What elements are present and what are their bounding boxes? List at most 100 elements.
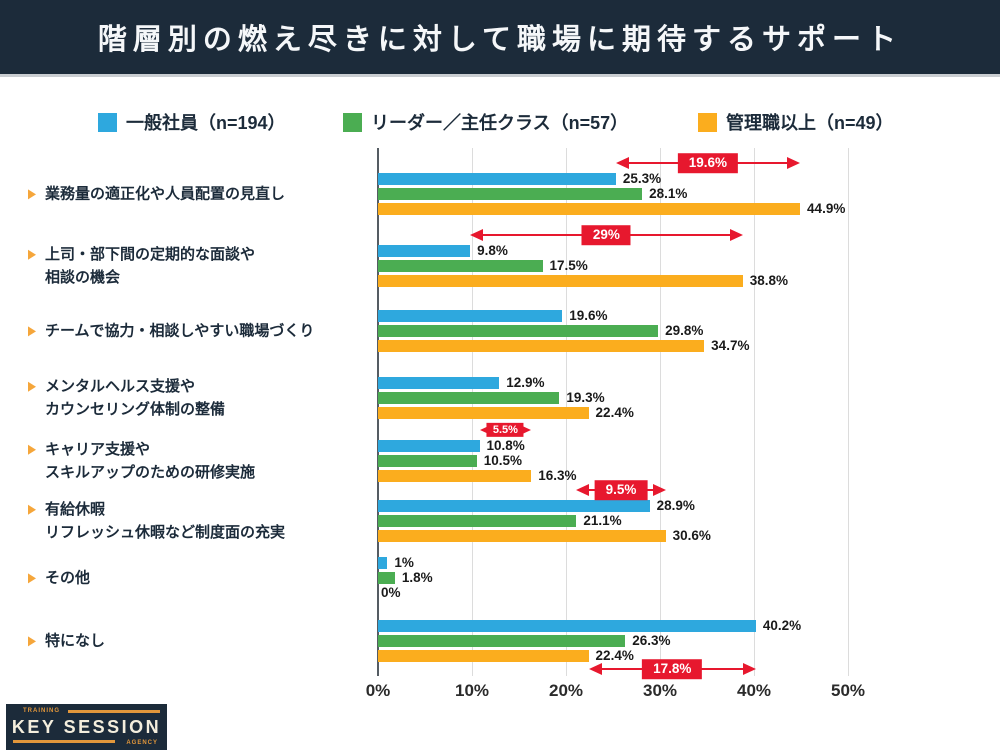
category-label-text: 業務量の適正化や人員配置の見直し	[45, 185, 286, 203]
bullet-icon	[28, 249, 36, 260]
logo-training-text: TRAINING	[23, 708, 60, 714]
right-arrowhead-icon	[729, 229, 743, 241]
legend-label: 一般社員（n=194）	[126, 113, 286, 133]
gridline	[659, 148, 661, 676]
value-label: 19.3%	[566, 390, 605, 405]
axis-tick-label: 10%	[454, 681, 490, 700]
bullet-icon	[28, 189, 36, 200]
legend-item: 管理職以上（n=49）	[698, 111, 894, 133]
bar	[378, 173, 616, 185]
value-label: 1.8%	[401, 570, 433, 585]
right-arrowhead-icon	[652, 484, 666, 496]
value-label: 44.9%	[807, 201, 846, 216]
value-label: 22.4%	[595, 648, 634, 663]
bar	[378, 557, 388, 569]
bar	[378, 500, 650, 512]
bar	[378, 377, 500, 389]
value-label: 29.8%	[665, 323, 704, 338]
logo-top-rule	[68, 710, 160, 713]
category-label-text: 上司・部下間の定期的な面談や 相談の機会	[45, 245, 256, 286]
bullet-icon	[28, 573, 36, 584]
value-label: 28.1%	[649, 186, 688, 201]
logo-main-text: KEY SESSION	[11, 717, 162, 737]
value-label: 10.8%	[486, 438, 525, 453]
bar	[378, 245, 471, 257]
value-label: 30.6%	[672, 528, 711, 543]
value-label: 34.7%	[711, 338, 750, 353]
logo: TRAINING KEY SESSION AGENCY	[6, 704, 167, 750]
bullet-icon	[28, 504, 36, 515]
category-label: メンタルヘルス支援や カウンセリング体制の整備	[28, 375, 373, 422]
diff-label: 9.5%	[594, 480, 648, 500]
logo-agency-text: AGENCY	[126, 740, 158, 746]
category-label-text: 特になし	[45, 632, 106, 650]
diff-label: 29%	[581, 225, 631, 245]
bar	[378, 392, 560, 404]
value-label: 21.1%	[583, 513, 622, 528]
diff-label: 5.5%	[486, 422, 524, 438]
legend-item: 一般社員（n=194）	[98, 111, 286, 133]
bullet-icon	[28, 636, 36, 647]
legend-swatch-icon	[98, 112, 117, 132]
left-arrowhead-icon	[615, 157, 629, 169]
axis-tick-label: 40%	[736, 681, 772, 700]
right-arrowhead-icon	[742, 663, 756, 675]
legend-label: リーダー／主任クラス（n=57）	[371, 113, 629, 133]
value-label: 26.3%	[632, 633, 671, 648]
gridline	[753, 148, 755, 676]
category-label-text: その他	[45, 569, 91, 587]
category-label-text: チームで協力・相談しやすい職場づくり	[45, 322, 315, 340]
category-label: 有給休暇 リフレッシュ休暇など制度面の充実	[28, 498, 373, 545]
value-label: 16.3%	[538, 468, 577, 483]
bar	[378, 635, 626, 647]
diff-label: 19.6%	[677, 153, 739, 173]
legend-label: 管理職以上（n=49）	[726, 113, 894, 133]
axis-tick-label: 50%	[830, 681, 866, 700]
bar	[378, 515, 577, 527]
bar	[378, 325, 659, 337]
category-label: その他	[28, 566, 373, 589]
bar	[378, 340, 705, 352]
bar	[378, 572, 395, 584]
category-label-text: 有給休暇 リフレッシュ休暇など制度面の充実	[45, 500, 286, 541]
bar	[378, 650, 589, 662]
value-label: 22.4%	[595, 405, 634, 420]
diff-annotation: 5.5%	[479, 420, 532, 440]
bar	[378, 470, 532, 482]
value-label: 28.9%	[656, 498, 695, 513]
bar	[378, 188, 643, 200]
axis-tick-label: 30%	[642, 681, 678, 700]
left-arrowhead-icon	[588, 663, 602, 675]
axis-tick-label: 0%	[365, 681, 391, 700]
legend-swatch-icon	[698, 112, 717, 132]
right-arrowhead-icon	[787, 157, 801, 169]
logo-bottom-rule	[13, 740, 115, 743]
value-label: 40.2%	[762, 618, 802, 633]
legend-swatch-icon	[343, 112, 362, 132]
value-label: 12.9%	[506, 375, 545, 390]
category-label: 業務量の適正化や人員配置の見直し	[28, 182, 373, 205]
gridline	[847, 148, 849, 676]
bullet-icon	[28, 444, 36, 455]
bar	[378, 310, 563, 322]
bar	[378, 455, 477, 467]
bullet-icon	[28, 326, 36, 337]
left-arrowhead-icon	[576, 484, 590, 496]
category-label-text: キャリア支援や スキルアップのための研修実施	[45, 440, 256, 481]
value-label: 0%	[381, 585, 401, 600]
page-title: 階層別の燃え尽きに対して職場に期待するサポート	[97, 24, 903, 56]
bar	[378, 620, 756, 632]
bar	[378, 530, 666, 542]
diff-annotation: 9.5%	[576, 480, 666, 500]
category-label: キャリア支援や スキルアップのための研修実施	[28, 438, 373, 485]
bar	[378, 407, 589, 419]
diff-annotation: 19.6%	[615, 153, 801, 173]
value-label: 9.8%	[477, 243, 508, 258]
diff-label: 17.8%	[642, 659, 703, 679]
header-bar: 階層別の燃え尽きに対して職場に期待するサポート	[0, 0, 1000, 77]
value-label: 38.8%	[749, 273, 788, 288]
category-label: チームで協力・相談しやすい職場づくり	[28, 319, 373, 342]
category-label: 上司・部下間の定期的な面談や 相談の機会	[28, 243, 373, 290]
bar	[378, 203, 801, 215]
